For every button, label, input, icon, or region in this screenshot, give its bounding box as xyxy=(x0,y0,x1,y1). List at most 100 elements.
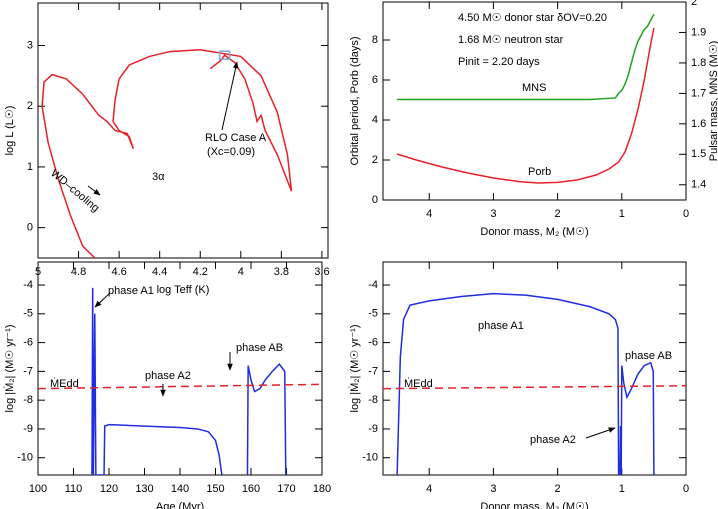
annotation: phase A1 xyxy=(108,285,154,297)
annotation: phase AB xyxy=(625,350,672,362)
y-tick-label: 8 xyxy=(372,34,378,46)
y-tick-label: 2 xyxy=(372,154,378,166)
x-tick-label: 140 xyxy=(171,483,189,495)
annotation: ṀEdd xyxy=(404,377,433,390)
annotation: phase A2 xyxy=(530,434,576,446)
panel: 100 110 120 130 140 150 160 170 180 -10 -9 -8 -7 -6 -5… xyxy=(3,261,331,509)
x-axis-label: Donor mass, M₂ (M☉) xyxy=(480,226,588,238)
arrow xyxy=(221,61,239,131)
annotation: phase A1 xyxy=(478,320,524,332)
y2-tick-label: 1.5 xyxy=(691,148,706,160)
arrow xyxy=(94,292,111,308)
x-tick-label: 3 xyxy=(490,483,496,495)
annotation: RLO Case A xyxy=(205,132,267,144)
y2-tick-label: 1.4 xyxy=(691,179,706,191)
data-line xyxy=(397,13,655,101)
y-tick-label: 1 xyxy=(27,161,33,173)
y-tick-label: 3 xyxy=(27,39,33,51)
x-tick-label: 4 xyxy=(426,483,432,495)
data-line xyxy=(41,48,293,258)
y2-tick-label: 2 xyxy=(691,0,697,8)
y-axis-label: log |Ṁ₂| (M☉ yr⁻¹) xyxy=(3,325,16,413)
x-tick-label: 100 xyxy=(29,483,47,495)
annotation: phase AB xyxy=(236,342,283,354)
annotation: MNS xyxy=(522,82,546,94)
y2-tick-label: 1.6 xyxy=(691,118,706,130)
y-tick-label: -4 xyxy=(368,279,378,291)
panel: 4 3 2 1 0 -10 -9 -8 -7 -6 -5 -4 Donor mass, M₂ (M☉) l… xyxy=(348,261,689,509)
data-line xyxy=(396,292,655,475)
x-tick-label: 1 xyxy=(619,208,625,220)
y2-axis-label: Pulsar mass, MNS (M☉) xyxy=(708,41,718,161)
y-tick-label: -9 xyxy=(23,423,33,435)
annotation: Pinit = 2.20 days xyxy=(458,56,540,68)
x-tick-label: 120 xyxy=(100,483,118,495)
annotation: phase A2 xyxy=(145,370,191,382)
x-tick-label: 0 xyxy=(683,483,689,495)
x-tick-label: 4.6 xyxy=(111,266,126,278)
x-tick-label: 4.4 xyxy=(152,266,167,278)
y-tick-label: -5 xyxy=(368,308,378,320)
y-tick-label: 0 xyxy=(372,194,378,206)
x-tick-label: 0 xyxy=(683,208,689,220)
x-tick-label: 180 xyxy=(313,483,331,495)
annotation: WD–cooling xyxy=(48,167,101,214)
y-tick-label: -8 xyxy=(368,394,378,406)
x-tick-label: 150 xyxy=(206,483,224,495)
x-axis-label: Donor mass, M₂ (M☉) xyxy=(480,501,588,509)
x-axis-label: log Teff (K) xyxy=(157,284,210,296)
x-axis-label: Age (Myr) xyxy=(156,501,204,509)
y-tick-label: -6 xyxy=(368,337,378,349)
plot-frame xyxy=(37,2,329,259)
y-tick-label: -10 xyxy=(17,452,33,464)
annotation: 4.50 M☉ donor star δOV=0.20 xyxy=(458,12,607,24)
y-tick-label: -7 xyxy=(368,365,378,377)
y-tick-label: -5 xyxy=(23,308,33,320)
plot-frame xyxy=(382,1,687,201)
y-tick-label: -6 xyxy=(23,337,33,349)
arrow xyxy=(87,185,101,196)
y-tick-label: 2 xyxy=(27,100,33,112)
y-axis-label: log |Ṁ₂| (M☉ yr⁻¹) xyxy=(348,325,361,413)
x-tick-label: 4.2 xyxy=(193,266,208,278)
annotation: 3α xyxy=(152,171,165,183)
y2-tick-label: 1.7 xyxy=(691,87,706,99)
y-axis-label: Orbital period, Porb (days) xyxy=(349,37,361,166)
reference-line xyxy=(383,385,686,390)
data-line xyxy=(396,27,655,184)
arrow xyxy=(585,427,616,439)
y-tick-label: -9 xyxy=(368,423,378,435)
x-tick-label: 4.8 xyxy=(71,266,86,278)
y-tick-label: 6 xyxy=(372,74,378,86)
y-axis-label: log L (L☉) xyxy=(4,106,16,156)
y-tick-label: -4 xyxy=(23,279,33,291)
annotation: (Xc=0.09) xyxy=(207,146,255,158)
y-tick-label: -10 xyxy=(362,452,378,464)
annotation: Porb xyxy=(528,166,551,178)
y-tick-label: -8 xyxy=(23,394,33,406)
y-tick-label: -7 xyxy=(23,365,33,377)
y2-tick-label: 1.9 xyxy=(691,26,706,38)
x-tick-label: 3 xyxy=(490,208,496,220)
panel: 4 3 2 1 0 0 2 4 6 8 1.4 1.5 1.6 1.7 1.8 1.9 2 Donor mass,… xyxy=(349,0,718,238)
data-line xyxy=(91,287,287,475)
x-tick-label: 170 xyxy=(277,483,295,495)
x-tick-label: 130 xyxy=(135,483,153,495)
x-tick-label: 3.8 xyxy=(274,266,289,278)
reference-line xyxy=(38,383,322,390)
annotation: ṀEdd xyxy=(50,377,79,390)
x-tick-label: 160 xyxy=(242,483,260,495)
x-tick-label: 1 xyxy=(619,483,625,495)
annotation: 1.68 M☉ neutron star xyxy=(458,34,564,46)
x-tick-label: 4 xyxy=(238,266,244,278)
x-tick-label: 2 xyxy=(555,483,561,495)
plot-frame xyxy=(382,261,687,476)
x-tick-label: 110 xyxy=(65,483,83,495)
x-tick-label: 2 xyxy=(555,208,561,220)
x-tick-label: 4 xyxy=(426,208,432,220)
y2-tick-label: 1.8 xyxy=(691,57,706,69)
y-tick-label: 0 xyxy=(27,222,33,234)
y-tick-label: 4 xyxy=(372,114,378,126)
